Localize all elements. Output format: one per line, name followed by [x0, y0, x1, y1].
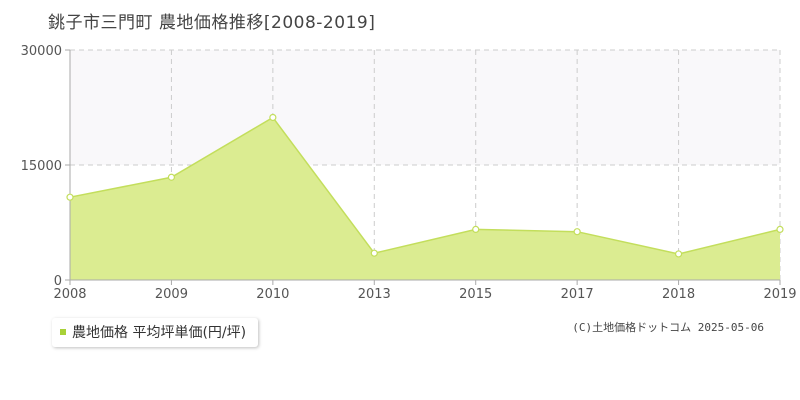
- data-point: [269, 113, 277, 122]
- x-tick-label: 2008: [53, 287, 86, 302]
- y-tick-label: 0: [54, 274, 62, 289]
- legend-label: 農地価格 平均坪単価(円/坪): [72, 325, 247, 341]
- data-point: [370, 249, 378, 257]
- data-point: [167, 173, 176, 181]
- series-area: [70, 117, 780, 280]
- data-point: [776, 225, 784, 233]
- legend-marker-icon: [60, 329, 66, 335]
- x-tick-label: 2015: [459, 287, 492, 302]
- x-tick-label: 2009: [155, 287, 188, 302]
- chart-title: 銚子市三門町 農地価格推移[2008-2019]: [48, 13, 376, 33]
- chart-legend: 農地価格 平均坪単価(円/坪): [52, 318, 259, 347]
- plot-band: [70, 50, 780, 165]
- data-point: [573, 228, 581, 236]
- data-point: [66, 193, 74, 201]
- copyright-credit: (C)土地価格ドットコム 2025-05-06: [572, 321, 764, 334]
- y-tick-label: 15000: [21, 159, 62, 174]
- x-tick-label: 2017: [561, 287, 594, 302]
- data-point: [674, 250, 683, 258]
- x-tick-label: 2018: [662, 287, 695, 302]
- y-tick-label: 30000: [21, 44, 62, 59]
- x-tick-label: 2013: [358, 287, 391, 302]
- x-tick-label: 2010: [256, 287, 289, 302]
- series-line: [69, 116, 781, 255]
- data-point: [472, 225, 480, 233]
- x-tick-label: 2019: [763, 287, 796, 302]
